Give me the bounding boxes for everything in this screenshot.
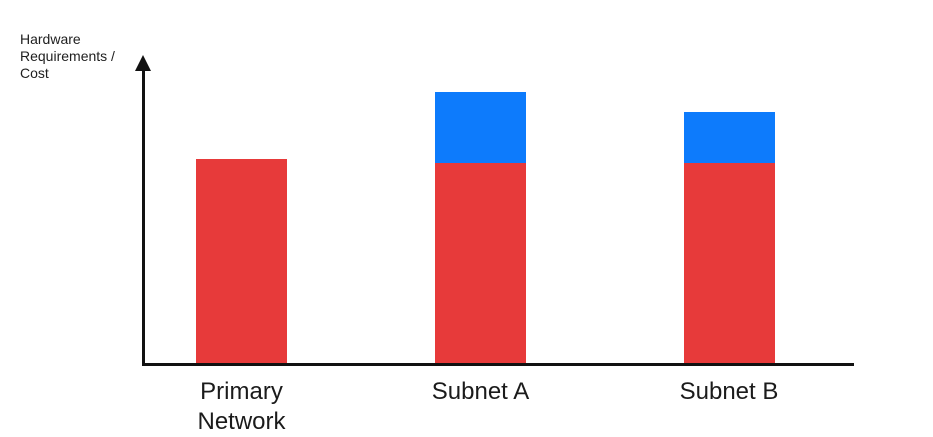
bar-subnet-a (435, 91, 526, 363)
bar-segment-additional-subnet-cost-subnet-a (435, 91, 526, 164)
y-axis-arrowhead-icon (135, 55, 151, 71)
y-axis-line (142, 64, 145, 366)
x-category-label-subnet-b: Subnet B (679, 378, 779, 405)
y-axis-label: Hardware Requirements / Cost (20, 31, 150, 82)
bar-primary-network (196, 159, 287, 363)
bar-segment-base-hardware-cost-subnet-b (683, 163, 775, 363)
bar-segment-base-hardware-cost-subnet-a (435, 163, 526, 363)
y-axis-label-line-2: Requirements / (20, 48, 115, 64)
y-axis-label-line-1: Hardware (20, 31, 81, 47)
bar-segment-base-hardware-cost-primary-network (196, 159, 287, 363)
x-category-label-subnet-a: Subnet A (431, 378, 530, 405)
x-axis-line (142, 363, 854, 366)
y-axis-label-line-3: Cost (20, 65, 49, 81)
x-category-label-primary-network: Primary Network (197, 378, 286, 435)
bar-segment-additional-subnet-cost-subnet-b (683, 112, 775, 164)
bar-subnet-b (683, 112, 775, 363)
